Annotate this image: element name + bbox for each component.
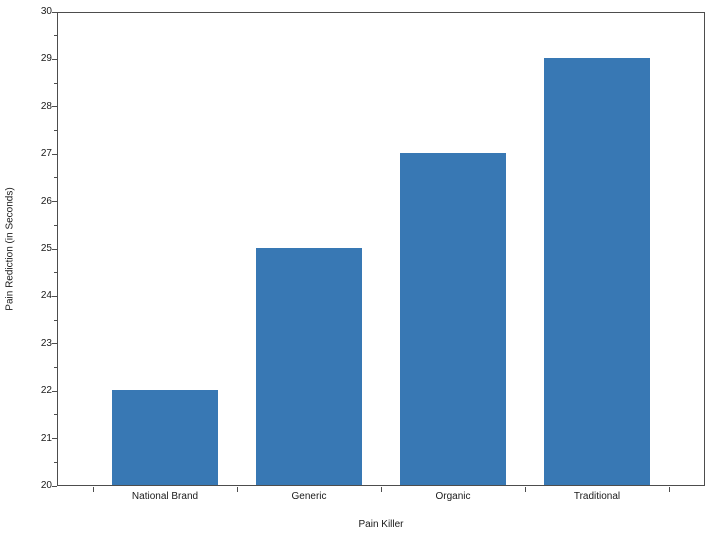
y-axis-major-tick bbox=[52, 201, 57, 203]
x-axis-tick bbox=[668, 487, 670, 492]
y-axis-major-tick bbox=[52, 11, 57, 13]
y-axis-major-tick bbox=[52, 58, 57, 60]
x-axis-tick bbox=[380, 487, 382, 492]
y-axis-major-tick bbox=[52, 438, 57, 440]
y-axis-title: Pain Rediction (in Seconds) bbox=[4, 187, 16, 311]
y-axis-minor-tick bbox=[54, 177, 57, 179]
x-axis-tick bbox=[92, 487, 94, 492]
bar-national-brand bbox=[112, 390, 218, 485]
y-axis-tick-label: 28 bbox=[40, 100, 52, 112]
y-axis-major-tick bbox=[52, 106, 57, 108]
y-axis-minor-tick bbox=[54, 35, 57, 37]
x-axis-tick-label: Generic bbox=[291, 491, 327, 502]
y-axis-tick-label: 27 bbox=[40, 148, 52, 160]
y-axis-tick-label: 20 bbox=[40, 480, 52, 491]
x-axis-tick-label: Traditional bbox=[573, 491, 621, 502]
y-axis-major-tick bbox=[52, 295, 57, 297]
y-axis-major-tick bbox=[52, 343, 57, 345]
x-axis-tick-label: National Brand bbox=[131, 491, 199, 502]
x-axis-tick bbox=[236, 487, 238, 492]
y-axis-tick-label: 23 bbox=[40, 337, 52, 349]
y-axis-minor-tick bbox=[54, 82, 57, 84]
y-axis-tick-label: 22 bbox=[40, 385, 52, 397]
y-axis-major-tick bbox=[52, 390, 57, 392]
y-axis-minor-tick bbox=[54, 319, 57, 321]
y-axis-tick-label: 21 bbox=[40, 432, 52, 444]
y-axis-tick-label: 26 bbox=[40, 195, 52, 207]
y-axis-minor-tick bbox=[54, 224, 57, 226]
y-axis-major-tick bbox=[52, 153, 57, 155]
x-axis-title: Pain Killer bbox=[358, 519, 404, 530]
plot-area bbox=[57, 12, 705, 486]
y-axis-minor-tick bbox=[54, 461, 57, 463]
bar-organic bbox=[400, 153, 506, 485]
y-axis-minor-tick bbox=[54, 367, 57, 368]
y-axis-minor-tick bbox=[54, 272, 57, 274]
y-axis-tick-label: 29 bbox=[40, 53, 52, 65]
y-axis-major-tick bbox=[52, 248, 57, 250]
x-axis-tick-label: Organic bbox=[435, 491, 471, 502]
y-axis-minor-tick bbox=[54, 414, 57, 416]
y-axis-tick-label: 24 bbox=[40, 290, 52, 302]
bar-traditional bbox=[544, 58, 650, 485]
y-axis-minor-tick bbox=[54, 130, 57, 131]
y-axis-tick-label: 25 bbox=[40, 243, 52, 254]
y-axis-tick-label: 30 bbox=[40, 6, 52, 17]
x-axis-tick bbox=[524, 487, 526, 492]
y-axis-major-tick bbox=[52, 485, 57, 487]
bar-generic bbox=[256, 248, 362, 485]
